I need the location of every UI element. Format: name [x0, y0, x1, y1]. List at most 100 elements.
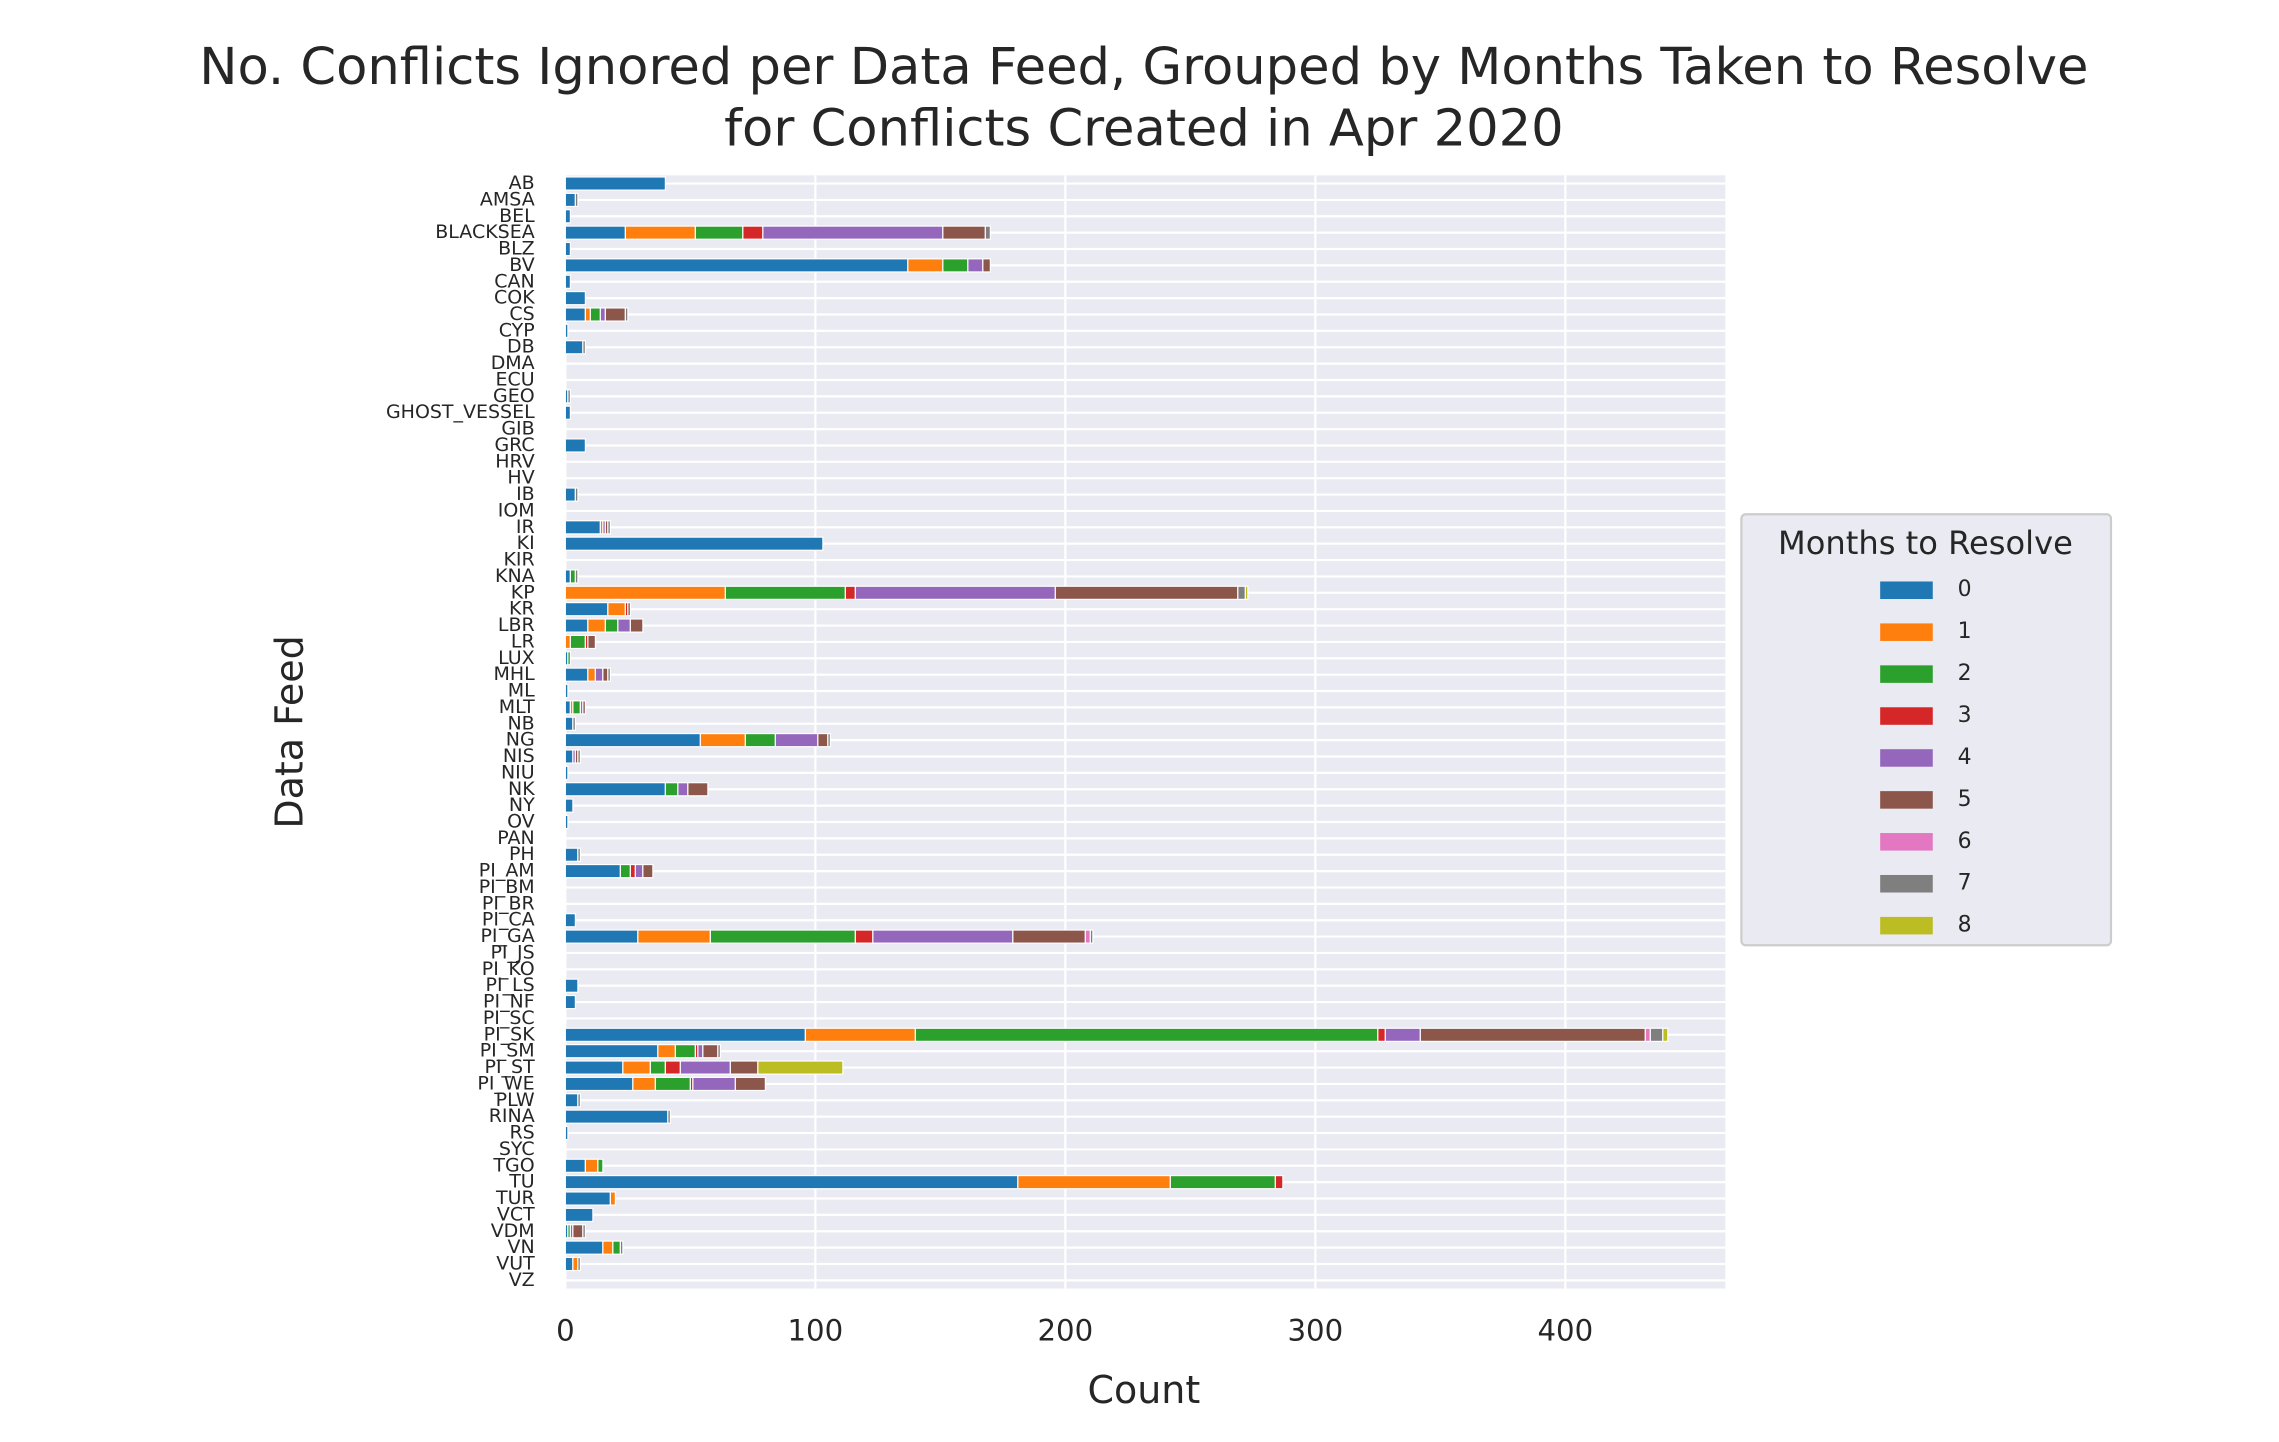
bar-segment: [607, 667, 611, 682]
bar-segment: [642, 863, 654, 879]
y-tick-label: NB: [507, 712, 534, 734]
bar-segment: [564, 307, 586, 322]
bar-segment: [744, 733, 776, 748]
legend-swatch: [1880, 874, 1933, 893]
y-tick-label: RINA: [489, 1105, 535, 1127]
bar-segment: [564, 225, 626, 240]
legend-label: 3: [1958, 703, 1972, 728]
bar-segment: [1012, 929, 1086, 944]
bar-segment: [564, 929, 639, 944]
bar-segment: [1662, 1027, 1669, 1042]
bar-segment: [1377, 1027, 1386, 1042]
y-tick-label: PAN: [497, 827, 534, 849]
y-tick-label: CS: [509, 303, 534, 325]
bar-segment: [854, 929, 874, 944]
bar-segment: [632, 1076, 656, 1092]
legend-label: 4: [1958, 745, 1972, 770]
bar-segment: [1054, 585, 1239, 600]
y-tick-label: VUT: [496, 1253, 535, 1275]
legend-swatch: [1880, 581, 1933, 600]
x-tick-label: 100: [787, 1313, 843, 1347]
bar-segment: [687, 782, 709, 797]
bar-segment: [564, 667, 589, 682]
y-tick-label: NIU: [501, 761, 535, 783]
bar-segment: [564, 913, 576, 928]
bar-segment: [564, 1240, 604, 1255]
y-tick-label: AB: [509, 172, 535, 194]
bar-segment: [594, 667, 604, 682]
y-tick-label: BLZ: [498, 238, 535, 260]
y-tick-label: PI_SC: [483, 1007, 535, 1029]
y-tick-label: KI: [517, 532, 535, 554]
bar-segment: [577, 847, 581, 862]
y-tick-label: NIS: [503, 745, 535, 767]
bar-segment: [564, 683, 569, 699]
bar-segment: [844, 585, 856, 600]
bar-segment: [572, 700, 581, 715]
bar-segment: [564, 863, 621, 879]
bar-segment: [1384, 1027, 1421, 1042]
bar-segment: [577, 1093, 581, 1108]
bar-segment: [612, 1240, 621, 1255]
bar-segment: [577, 1256, 581, 1272]
bar-segment: [914, 1027, 1379, 1042]
bar-segment: [564, 291, 586, 306]
bar-segment: [734, 1076, 766, 1092]
chart-title: No. Conflicts Ignored per Data Feed, Gro…: [199, 38, 2088, 97]
bar-segment: [694, 225, 744, 240]
bar-segment: [602, 1240, 614, 1255]
y-tick-label: HRV: [495, 450, 534, 472]
bar-segment: [564, 569, 571, 584]
legend-label: 5: [1958, 787, 1972, 812]
bar-segment: [1017, 1175, 1171, 1190]
bar-segment: [622, 1060, 651, 1075]
bar-segment: [602, 667, 609, 682]
bar-segment: [564, 782, 666, 797]
bar-segment: [854, 585, 1056, 600]
bar-segment: [564, 978, 579, 993]
y-tick-label: AMSA: [480, 188, 535, 210]
bar-segment: [699, 733, 746, 748]
legend-swatch: [1880, 749, 1933, 767]
bar-segment: [724, 585, 846, 600]
bar-segment: [564, 1207, 594, 1223]
bar-segment: [574, 569, 579, 584]
bar-segment: [567, 651, 571, 666]
bar-segment: [582, 700, 586, 715]
y-tick-label: SYC: [499, 1138, 535, 1160]
y-tick-label: LBR: [498, 614, 535, 636]
bar-segment: [564, 585, 726, 600]
y-tick-label: NG: [506, 729, 535, 751]
bar-segment: [564, 1060, 624, 1075]
legend-label: 0: [1958, 577, 1972, 602]
x-tick-label: 200: [1037, 1313, 1093, 1347]
bar-segment: [1237, 585, 1246, 600]
y-tick-label: PI_GA: [480, 925, 534, 947]
bar-segment: [574, 487, 579, 502]
legend-swatch: [1880, 916, 1933, 935]
y-tick-label: DMA: [491, 352, 535, 374]
bar-segment: [617, 618, 631, 633]
bar-segment: [804, 1027, 916, 1042]
bar-segment: [564, 1044, 659, 1059]
bar-segment: [564, 258, 909, 273]
bar-segment: [649, 1060, 666, 1075]
bar-segment: [619, 863, 631, 879]
legend-label: 6: [1958, 829, 1972, 854]
bar-segment: [564, 602, 609, 617]
bar-segment: [564, 716, 574, 731]
y-tick-label: VN: [507, 1236, 534, 1258]
bar-segment: [587, 634, 596, 650]
bar-segment: [572, 1224, 584, 1239]
bar-segment: [564, 405, 571, 420]
y-tick-label: PI_NF: [483, 991, 535, 1013]
bar-segment: [564, 1256, 574, 1272]
bar-segment: [667, 1109, 671, 1124]
bar-segment: [564, 798, 574, 813]
y-tick-label: GEO: [493, 385, 535, 407]
y-tick-label: GHOST_VESSEL: [386, 401, 535, 423]
legend-label: 1: [1958, 619, 1972, 644]
y-tick-label: PI_CA: [482, 909, 535, 931]
bar-segment: [564, 209, 571, 224]
